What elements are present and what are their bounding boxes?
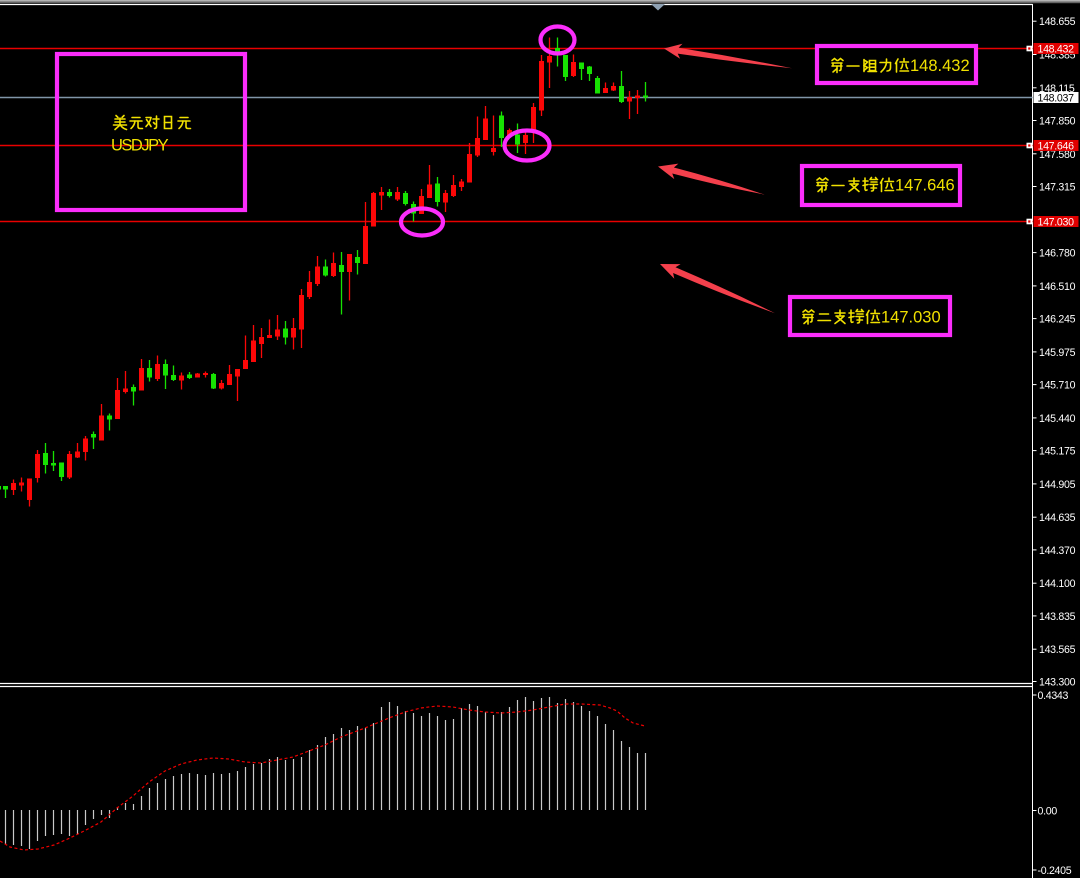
svg-text:148.115: 148.115 [1039, 83, 1075, 95]
svg-text:143.300: 143.300 [1039, 677, 1076, 689]
svg-text:147.646: 147.646 [1038, 141, 1075, 153]
svg-text:147.030: 147.030 [881, 309, 941, 327]
svg-text:147.850: 147.850 [1039, 116, 1076, 128]
svg-text:0.00: 0.00 [1038, 806, 1058, 818]
svg-text:143.565: 143.565 [1039, 644, 1076, 656]
svg-text:145.440: 145.440 [1039, 413, 1076, 425]
svg-text:148.432: 148.432 [910, 57, 970, 75]
svg-text:146.510: 146.510 [1039, 281, 1076, 293]
svg-text:147.315: 147.315 [1039, 182, 1076, 194]
svg-text:148.655: 148.655 [1039, 16, 1076, 28]
svg-text:148.037: 148.037 [1038, 93, 1075, 105]
svg-text:143.835: 143.835 [1039, 611, 1076, 623]
svg-text:148.432: 148.432 [1038, 44, 1075, 56]
svg-text:147.030: 147.030 [1038, 217, 1075, 229]
svg-text:144.905: 144.905 [1039, 479, 1076, 491]
svg-text:145.975: 145.975 [1039, 347, 1076, 359]
svg-text:145.175: 145.175 [1039, 446, 1076, 458]
svg-text:144.635: 144.635 [1039, 512, 1076, 524]
svg-text:145.710: 145.710 [1039, 380, 1076, 392]
svg-text:144.100: 144.100 [1039, 578, 1076, 590]
svg-text:0.4343: 0.4343 [1038, 690, 1069, 702]
svg-text:146.780: 146.780 [1039, 248, 1076, 260]
svg-text:147.646: 147.646 [895, 177, 955, 195]
svg-text:147.580: 147.580 [1039, 149, 1076, 161]
svg-text:146.245: 146.245 [1039, 314, 1076, 326]
svg-text:144.370: 144.370 [1039, 545, 1076, 557]
svg-text:-0.2405: -0.2405 [1038, 865, 1072, 877]
svg-text:USDJPY: USDJPY [111, 137, 169, 155]
